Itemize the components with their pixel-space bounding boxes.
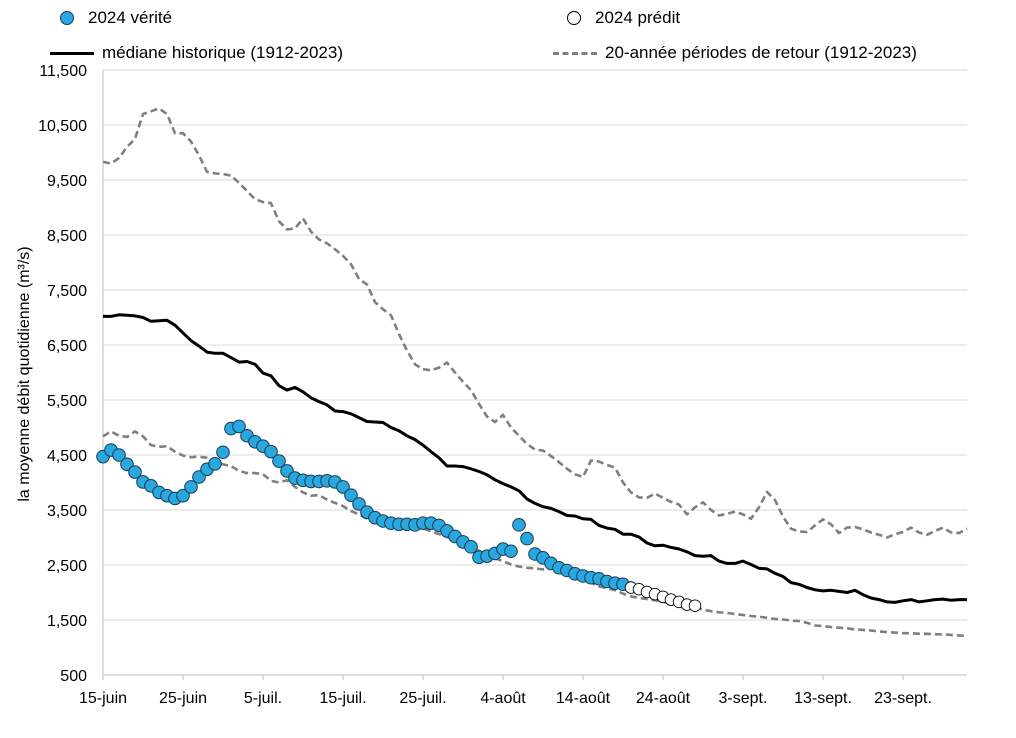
legend-item-return-period: 20-année périodes de retour (1912-2023) <box>553 43 917 63</box>
y-tick-label: 7,500 <box>47 283 87 300</box>
legend-label-return-period: 20-année périodes de retour (1912-2023) <box>605 43 917 62</box>
data-point-observed <box>520 531 534 546</box>
data-point-observed <box>352 497 366 511</box>
legend-label-forecast: 2024 prédit <box>595 8 681 27</box>
y-tick-label: 5,500 <box>47 393 87 410</box>
x-tick-label: 3-sept. <box>719 690 768 707</box>
data-point-observed <box>184 480 198 494</box>
data-point-observed <box>344 488 358 502</box>
data-point-observed <box>336 480 350 494</box>
data-point-observed <box>216 445 230 460</box>
data-point-observed <box>504 544 518 559</box>
data-point-observed <box>176 488 190 503</box>
x-tick-label: 4-août <box>480 690 526 707</box>
data-point-observed <box>232 419 246 434</box>
x-tick-label: 15-juil. <box>319 690 366 707</box>
y-tick-label: 1,500 <box>47 613 87 630</box>
data-point-observed <box>208 457 222 471</box>
data-point-observed <box>112 448 126 462</box>
legend-item-median: médiane historique (1912-2023) <box>50 43 343 63</box>
legend-item-forecast: 2024 prédit <box>567 8 680 28</box>
x-tick-label: 13-sept. <box>794 690 852 707</box>
y-tick-label: 10,500 <box>38 118 87 135</box>
y-tick-label: 11,500 <box>39 63 87 80</box>
legend-filled-circle-icon <box>60 11 74 25</box>
y-tick-label: 6,500 <box>47 338 87 355</box>
series-line-return-period <box>102 430 968 638</box>
x-tick-label: 24-août <box>636 690 691 707</box>
y-tick-label: 4,500 <box>47 448 87 465</box>
y-tick-label: 2,500 <box>47 558 87 575</box>
y-axis-title: la moyenne débit quotidienne (m³/s) <box>16 246 33 502</box>
legend-label-observed: 2024 vérité <box>88 8 173 27</box>
x-tick-label: 5-juil. <box>244 690 282 707</box>
series-line-median <box>103 313 967 604</box>
data-point-observed <box>264 444 278 459</box>
legend-label-median: médiane historique (1912-2023) <box>102 43 343 62</box>
data-point-observed <box>464 540 478 554</box>
y-tick-label: 9,500 <box>47 173 87 190</box>
x-tick-label: 14-août <box>556 690 611 707</box>
legend-solid-line-icon <box>50 51 94 55</box>
x-tick-label: 25-juil. <box>399 690 446 707</box>
data-point-observed <box>128 465 142 479</box>
data-point-observed <box>512 518 526 532</box>
y-tick-label: 500 <box>60 668 87 685</box>
y-tick-label: 3,500 <box>47 503 87 520</box>
y-tick-label: 8,500 <box>47 228 87 245</box>
x-tick-label: 15-juin <box>79 690 127 707</box>
data-point-observed <box>272 454 286 468</box>
legend-dashed-line-icon <box>553 51 597 55</box>
legend-hollow-circle-icon <box>567 11 581 25</box>
data-point-forecast <box>688 599 702 612</box>
x-tick-label: 25-juin <box>159 690 207 707</box>
series-line-return-period <box>102 107 968 539</box>
legend-item-observed: 2024 vérité <box>60 8 172 28</box>
x-tick-label: 23-sept. <box>874 690 932 707</box>
